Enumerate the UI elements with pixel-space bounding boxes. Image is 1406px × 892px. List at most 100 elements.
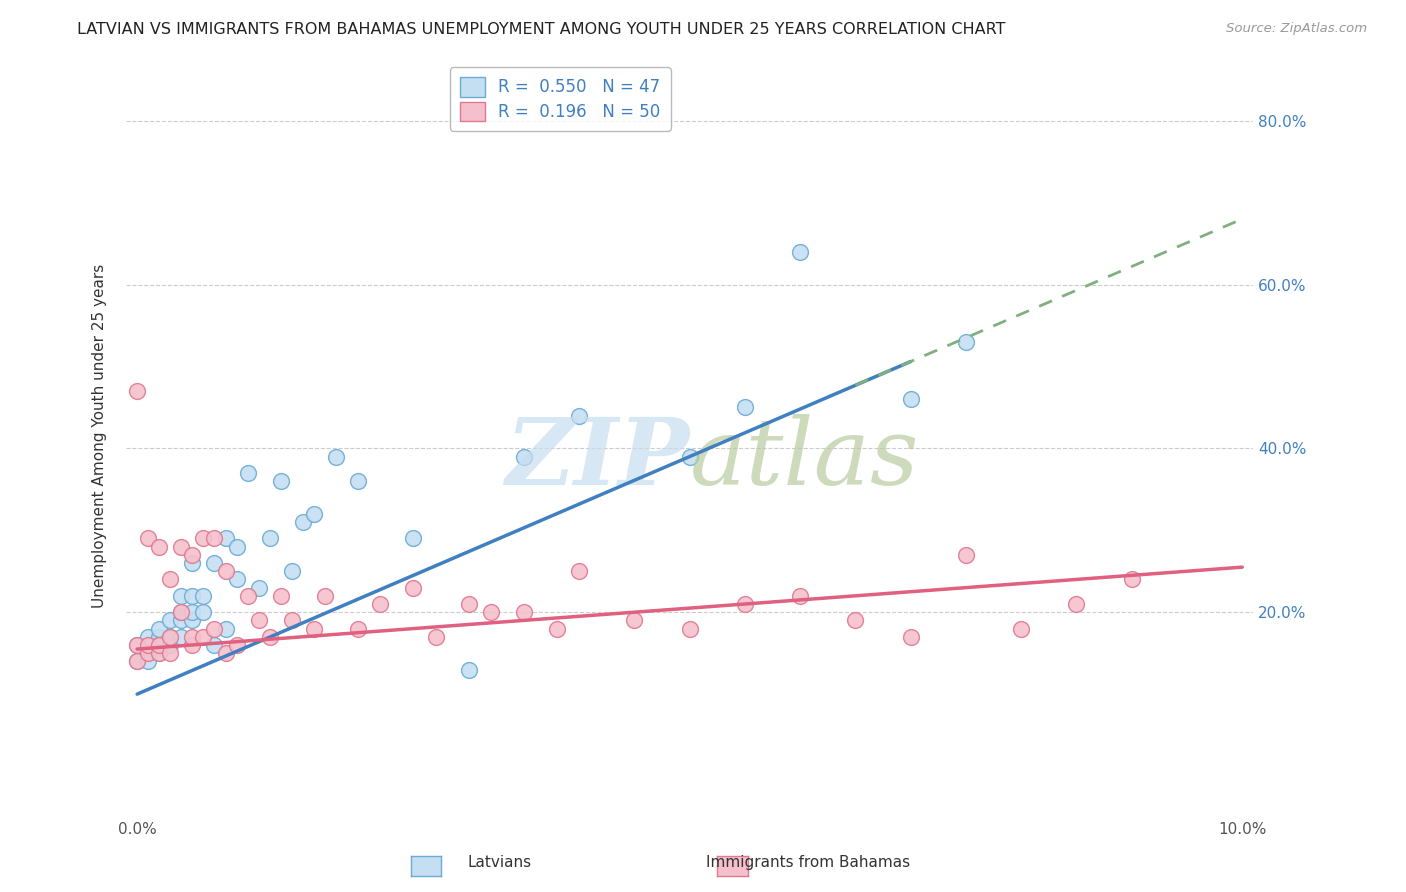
Y-axis label: Unemployment Among Youth under 25 years: Unemployment Among Youth under 25 years <box>93 264 107 608</box>
Text: atlas: atlas <box>690 414 920 504</box>
Point <box>679 622 702 636</box>
Point <box>127 638 149 652</box>
Point <box>247 614 270 628</box>
Point <box>204 638 226 652</box>
Point <box>148 646 170 660</box>
Point <box>136 646 159 660</box>
Point <box>955 334 977 349</box>
Point <box>170 614 193 628</box>
Point <box>214 646 236 660</box>
Point <box>136 638 159 652</box>
Text: Source: ZipAtlas.com: Source: ZipAtlas.com <box>1226 22 1367 36</box>
Point <box>159 614 181 628</box>
Point <box>136 630 159 644</box>
Point <box>193 589 215 603</box>
Point <box>136 646 159 660</box>
Point <box>259 532 281 546</box>
Point <box>623 614 645 628</box>
Point <box>1121 573 1143 587</box>
Point <box>214 564 236 578</box>
Point <box>148 646 170 660</box>
Point <box>170 589 193 603</box>
Point <box>546 622 568 636</box>
Point <box>314 589 336 603</box>
Point <box>148 638 170 652</box>
Point <box>347 474 370 488</box>
Point <box>270 589 292 603</box>
Text: Immigrants from Bahamas: Immigrants from Bahamas <box>706 855 911 870</box>
Point <box>1066 597 1088 611</box>
Point <box>193 532 215 546</box>
Point <box>193 605 215 619</box>
Point <box>457 663 479 677</box>
Point <box>225 573 247 587</box>
Point <box>214 532 236 546</box>
Point <box>127 384 149 398</box>
Text: ZIP: ZIP <box>505 414 690 504</box>
Point <box>679 450 702 464</box>
Point <box>425 630 447 644</box>
Point <box>170 630 193 644</box>
Point <box>148 540 170 554</box>
Point <box>136 654 159 668</box>
Point <box>136 638 159 652</box>
Point <box>170 540 193 554</box>
Point <box>204 532 226 546</box>
Point <box>259 630 281 644</box>
Point <box>402 532 425 546</box>
Point <box>225 540 247 554</box>
Point <box>159 638 181 652</box>
Point <box>204 622 226 636</box>
Point <box>181 614 204 628</box>
Point <box>214 622 236 636</box>
Point <box>844 614 866 628</box>
Point <box>225 638 247 652</box>
Point <box>900 392 922 407</box>
Point <box>127 654 149 668</box>
Point <box>181 556 204 570</box>
Point <box>734 597 756 611</box>
Point <box>302 622 325 636</box>
Point <box>193 630 215 644</box>
Legend: R =  0.550   N = 47, R =  0.196   N = 50: R = 0.550 N = 47, R = 0.196 N = 50 <box>450 67 671 131</box>
Point <box>734 401 756 415</box>
Point <box>247 581 270 595</box>
Point <box>127 654 149 668</box>
Point <box>325 450 347 464</box>
Point <box>347 622 370 636</box>
Point <box>159 630 181 644</box>
Point <box>291 515 314 529</box>
Text: Latvians: Latvians <box>467 855 531 870</box>
Point <box>368 597 391 611</box>
Point <box>159 646 181 660</box>
Point <box>479 605 502 619</box>
Point <box>181 589 204 603</box>
Text: LATVIAN VS IMMIGRANTS FROM BAHAMAS UNEMPLOYMENT AMONG YOUTH UNDER 25 YEARS CORRE: LATVIAN VS IMMIGRANTS FROM BAHAMAS UNEMP… <box>77 22 1005 37</box>
Point <box>181 630 204 644</box>
Point <box>270 474 292 488</box>
Point <box>236 589 259 603</box>
Point <box>900 630 922 644</box>
Point <box>789 589 811 603</box>
Point <box>181 548 204 562</box>
Point <box>281 614 304 628</box>
Point <box>181 605 204 619</box>
Point <box>159 630 181 644</box>
Point <box>568 409 591 423</box>
Point <box>281 564 304 578</box>
Point <box>204 556 226 570</box>
Point <box>457 597 479 611</box>
Point <box>789 244 811 259</box>
Point <box>568 564 591 578</box>
Point <box>148 630 170 644</box>
Point <box>513 450 536 464</box>
Point <box>955 548 977 562</box>
Point <box>159 573 181 587</box>
Point <box>236 466 259 480</box>
Point <box>513 605 536 619</box>
Point <box>402 581 425 595</box>
Point <box>127 638 149 652</box>
Point <box>148 638 170 652</box>
Point <box>1010 622 1032 636</box>
Point <box>181 638 204 652</box>
